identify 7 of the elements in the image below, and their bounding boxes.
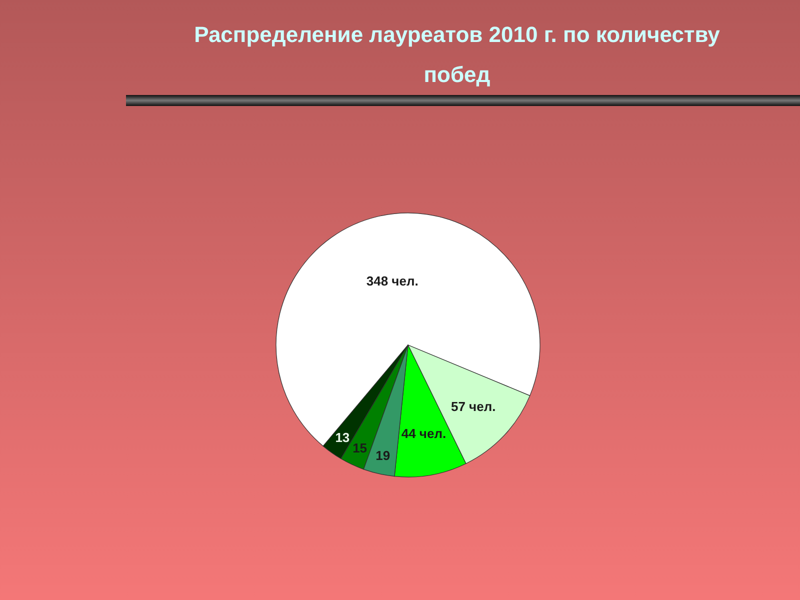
chart-title: Распределение лауреатов 2010 г. по количеству побед — [194, 22, 721, 87]
data-label: 348 чел. — [366, 273, 418, 288]
data-label: 44 чел. — [401, 426, 446, 441]
data-label: 13 — [335, 430, 350, 446]
data-label: 57 чел. — [450, 399, 496, 414]
data-label: 19 — [376, 448, 390, 464]
data-label: 15 — [352, 440, 368, 456]
